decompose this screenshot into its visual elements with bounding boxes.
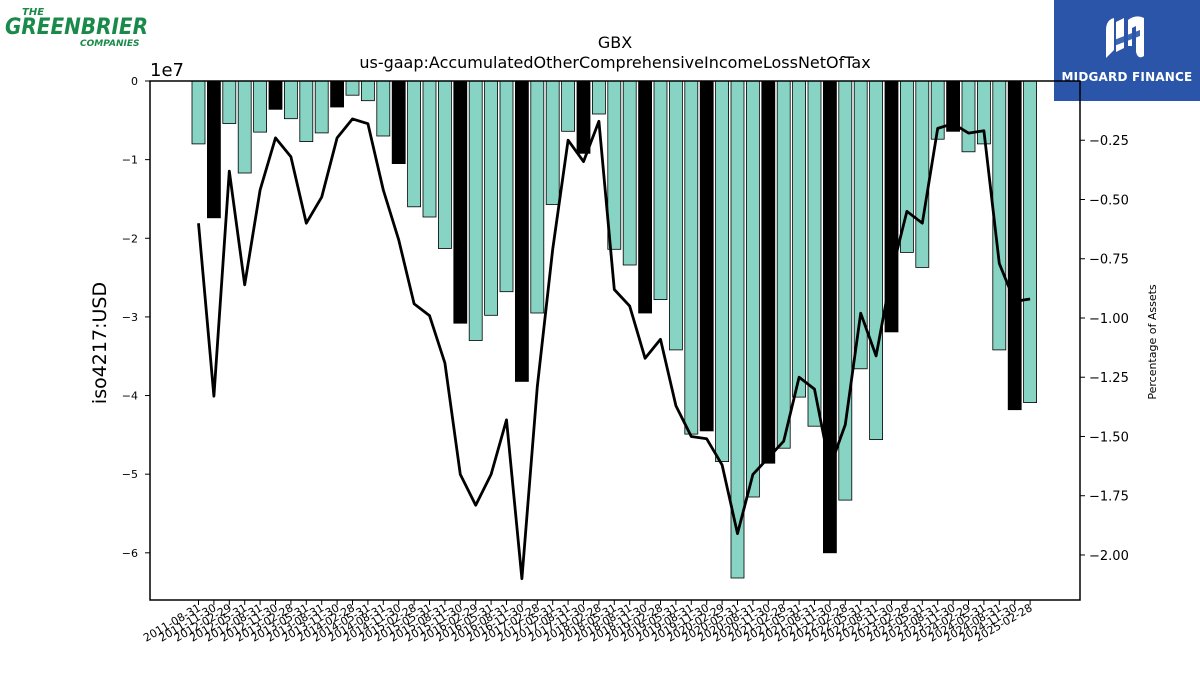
bar-2015-11-30 (453, 80, 468, 324)
bar-series (191, 80, 1037, 579)
logo-line-companies: COMPANIES (80, 39, 139, 49)
y2-tick-label: −0.75 (1089, 253, 1129, 268)
bar-2017-08-31 (561, 80, 575, 132)
midgard-emblem-icon (1106, 16, 1144, 58)
y2-axis-ticks: −0.25 −0.50 −0.75 −1.00 −1.25 −1.50 −1.75 −2.00 (1080, 134, 1129, 564)
bar-2020-05-31 (730, 80, 745, 579)
bar-2016-05-31 (484, 80, 499, 316)
bar-2021-08-31 (807, 80, 822, 427)
y2-axis-label: Percentage of Assets (1146, 284, 1159, 400)
bar-2018-11-30 (638, 80, 652, 314)
bar-2013-02-28 (283, 80, 298, 120)
bar-2018-02-28 (592, 80, 606, 115)
bar-2016-02-29 (468, 80, 483, 341)
y-scale-label: 1e7 (150, 60, 184, 81)
x-axis-ticks: 2011-08-312011-11-302012-02-292012-05-31… (141, 600, 1035, 645)
bar-2014-11-30 (391, 80, 406, 164)
bar-2012-08-31 (253, 80, 268, 133)
bar-2021-02-28 (776, 80, 791, 449)
bar-2021-11-30 (823, 80, 837, 554)
bar-2024-11-30 (1007, 80, 1022, 411)
bar-2015-05-31 (422, 80, 437, 218)
bar-2017-05-31 (545, 80, 560, 205)
greenbrier-logo-graphic: THE GREENBRIER COMPANIES (5, 7, 148, 49)
chart-title: GBX (598, 33, 632, 52)
bar-2012-05-31 (237, 80, 252, 174)
bar-2018-08-31 (622, 80, 637, 266)
bar-2016-08-31 (499, 80, 514, 293)
bar-2017-02-28 (530, 80, 545, 314)
bar-2014-08-31 (376, 80, 391, 137)
bar-2012-11-30 (268, 80, 283, 110)
y-axis-label: iso4217:USD (89, 282, 111, 404)
y-tick-label: −4 (122, 390, 138, 403)
y-axis-ticks: 0 −1 −2 −3 −4 −5 −6 (122, 75, 150, 560)
watermark-text: MIDGARD FINANCE (1061, 70, 1193, 84)
bar-2019-02-28 (653, 80, 668, 301)
midgard-finance-watermark: MIDGARD FINANCE (1054, 0, 1200, 101)
y2-tick-label: −1.50 (1089, 430, 1129, 445)
bar-2025-02-28 (1023, 80, 1037, 404)
y2-tick-label: −1.25 (1089, 371, 1129, 386)
bar-2014-05-31 (360, 80, 375, 102)
chart-subtitle: us-gaap:AccumulatedOtherComprehensiveInc… (359, 53, 870, 72)
y-tick-label: −1 (122, 154, 138, 167)
plot-frame (149, 80, 1081, 601)
y-tick-label: 0 (131, 75, 138, 88)
y2-tick-label: −1.75 (1089, 490, 1129, 505)
bar-2021-05-31 (792, 80, 806, 398)
bar-2019-08-31 (684, 80, 699, 435)
y2-tick-label: −0.25 (1089, 134, 1129, 149)
y-tick-label: −3 (122, 311, 138, 324)
greenbrier-logo: THE GREENBRIER COMPANIES (4, 4, 150, 50)
bar-2013-11-30 (330, 80, 345, 108)
bar-2020-11-30 (761, 80, 776, 464)
bar-2020-02-29 (715, 80, 729, 463)
bar-2014-02-28 (345, 80, 360, 96)
bar-2015-08-31 (437, 80, 452, 249)
bar-2024-02-29 (961, 80, 976, 153)
bar-2015-02-28 (407, 80, 422, 208)
y2-tick-label: −1.00 (1089, 312, 1129, 327)
bar-2019-05-31 (669, 80, 683, 351)
bar-2012-02-29 (222, 80, 237, 124)
y-tick-label: −6 (122, 547, 138, 560)
logo-line-greenbrier: GREENBRIER (5, 15, 148, 40)
y2-tick-label: −0.50 (1089, 193, 1129, 208)
bar-2016-11-30 (515, 80, 529, 382)
bar-2022-08-31 (869, 80, 883, 441)
bar-2013-05-31 (299, 80, 314, 142)
y-tick-label: −2 (122, 232, 138, 245)
bar-2013-08-31 (314, 80, 329, 134)
bar-2011-08-31 (191, 80, 206, 145)
line-series (197, 117, 1031, 581)
bar-2020-08-31 (746, 80, 760, 498)
assets-pct-line (197, 117, 1031, 581)
y2-tick-label: −2.00 (1089, 549, 1129, 564)
logo-line-the: THE (22, 7, 44, 18)
bar-2018-05-31 (607, 80, 622, 250)
bar-2017-11-30 (576, 80, 591, 154)
bar-2011-11-30 (206, 80, 221, 219)
y-tick-label: −5 (122, 468, 138, 481)
bar-2019-11-30 (699, 80, 714, 432)
bar-2023-05-31 (915, 80, 930, 268)
